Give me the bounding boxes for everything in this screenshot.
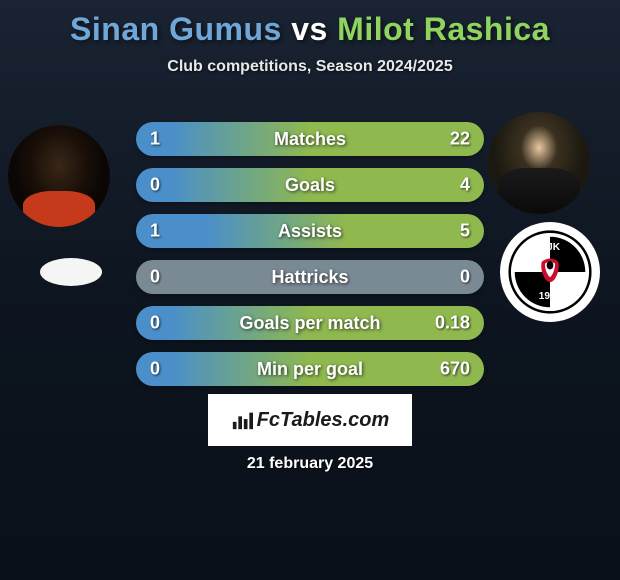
- stat-left-value: 0: [150, 175, 160, 196]
- stat-right-value: 4: [460, 175, 470, 196]
- stat-row: 0Goals per match0.18: [136, 306, 484, 340]
- player1-photo: [8, 125, 110, 227]
- svg-text:BJK: BJK: [540, 242, 561, 253]
- stat-right-value: 0: [460, 267, 470, 288]
- chart-bars-icon: [231, 409, 253, 431]
- stat-left-value: 0: [150, 313, 160, 334]
- title-vs: vs: [291, 11, 328, 47]
- svg-text:1903: 1903: [539, 291, 562, 302]
- stat-row: 0Hattricks0: [136, 260, 484, 294]
- stat-right-value: 0.18: [435, 313, 470, 334]
- stat-label: Goals: [136, 175, 484, 196]
- stat-row: 1Assists5: [136, 214, 484, 248]
- stat-row: 1Matches22: [136, 122, 484, 156]
- subtitle: Club competitions, Season 2024/2025: [0, 58, 620, 76]
- stat-label: Goals per match: [136, 313, 484, 334]
- player1-silhouette: [8, 125, 110, 227]
- stats-list: 1Matches220Goals41Assists50Hattricks00Go…: [136, 122, 484, 398]
- footer-date: 21 february 2025: [0, 455, 620, 473]
- fctables-badge: FcTables.com: [208, 394, 412, 446]
- player2-silhouette: [488, 112, 590, 214]
- fctables-text: FcTables.com: [257, 409, 390, 432]
- stat-label: Hattricks: [136, 267, 484, 288]
- besiktas-logo-icon: BJK 1903: [508, 230, 592, 314]
- stat-left-value: 1: [150, 129, 160, 150]
- fctables-label: FcTables.com: [231, 409, 390, 432]
- stat-right-value: 670: [440, 359, 470, 380]
- stat-right-value: 22: [450, 129, 470, 150]
- comparison-infographic: Sinan Gumus vs Milot Rashica Club compet…: [0, 0, 620, 580]
- page-title: Sinan Gumus vs Milot Rashica: [0, 11, 620, 48]
- title-player2: Milot Rashica: [337, 11, 550, 47]
- stat-left-value: 1: [150, 221, 160, 242]
- stat-left-value: 0: [150, 359, 160, 380]
- stat-left-value: 0: [150, 267, 160, 288]
- player1-club-badge: [40, 258, 102, 286]
- title-player1: Sinan Gumus: [70, 11, 282, 47]
- stat-right-value: 5: [460, 221, 470, 242]
- stat-row: 0Goals4: [136, 168, 484, 202]
- player2-photo: [488, 112, 590, 214]
- player2-club-badge: BJK 1903: [500, 222, 600, 322]
- stat-label: Min per goal: [136, 359, 484, 380]
- stat-label: Assists: [136, 221, 484, 242]
- stat-label: Matches: [136, 129, 484, 150]
- stat-row: 0Min per goal670: [136, 352, 484, 386]
